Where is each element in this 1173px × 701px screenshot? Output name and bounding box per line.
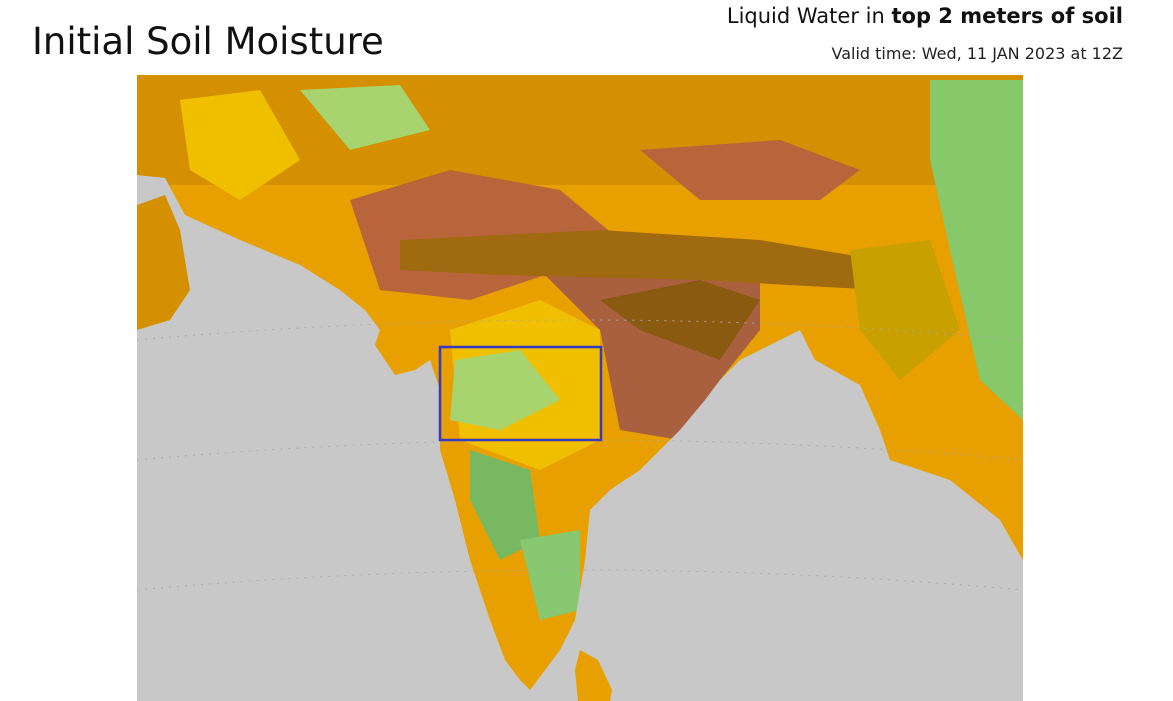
moisture-patches [137, 75, 1023, 620]
subtitle-plain: Liquid Water in [726, 4, 885, 28]
patch [850, 240, 960, 380]
valid-time: Valid time: Wed, 11 JAN 2023 at 12Z [831, 44, 1124, 63]
patch [600, 280, 760, 360]
patch [450, 350, 560, 430]
graticule [137, 319, 1023, 591]
parallel [137, 569, 1023, 591]
patch [300, 85, 430, 150]
patch [930, 80, 1023, 420]
parallel [137, 439, 1023, 461]
patch [640, 140, 860, 200]
patch [180, 90, 300, 200]
patch [400, 230, 880, 290]
sri-lanka [575, 650, 612, 701]
region-box [438, 345, 603, 442]
arabia [137, 195, 190, 330]
subtitle-bold: top 2 meters of soil [891, 4, 1123, 28]
title: Initial Soil Moisture [32, 20, 384, 63]
ocean [137, 175, 1023, 701]
parallel [137, 319, 1023, 341]
map-area [137, 75, 1023, 701]
patch [470, 450, 540, 560]
patch [520, 530, 580, 620]
subtitle: Liquid Water in top 2 meters of soil [727, 4, 1123, 28]
